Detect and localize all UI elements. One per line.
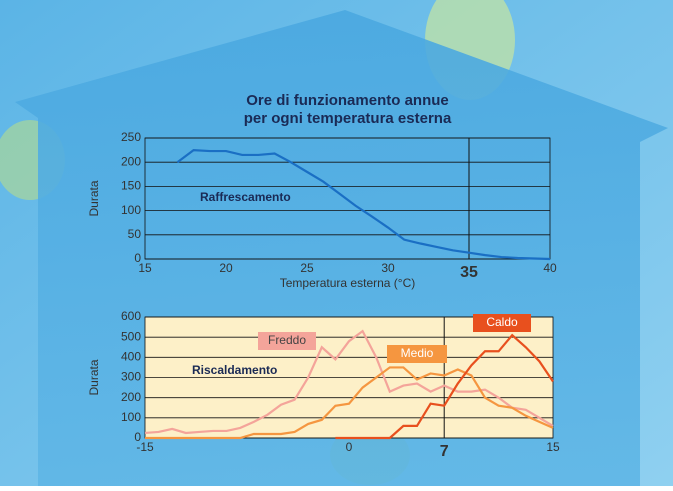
x-tick-label: 25 [300,261,314,275]
y-tick-label: 100 [121,410,141,424]
data-line [176,148,551,261]
x-tick-label: 30 [381,261,395,275]
legend-box [387,345,447,363]
annotation: Raffrescamento [200,190,291,204]
legend-label: Medio [401,346,434,360]
data-line [145,366,554,440]
chart-title: per ogni temperatura esterna [244,110,452,127]
y-tick-label: 600 [121,309,141,323]
y-tick-label: 200 [121,390,141,404]
x-tick-label: -15 [136,440,154,454]
y-tick-label: 500 [121,329,141,343]
y-axis-label: Durata [87,359,101,395]
legend-label: Caldo [486,315,518,329]
data-line [144,329,554,435]
x-tick-label: 7 [440,443,449,460]
legend-label: Freddo [268,333,306,347]
y-axis-label: Durata [87,180,101,216]
x-tick-label: 35 [460,264,478,281]
y-tick-label: 400 [121,350,141,364]
y-tick-label: 0 [134,430,141,444]
y-tick-label: 250 [121,130,141,144]
x-tick-label: 20 [219,261,233,275]
y-tick-label: 0 [134,251,141,265]
x-tick-label: 15 [138,261,152,275]
x-axis-label: Temperatura esterna (°C) [280,276,416,290]
y-tick-label: 100 [121,203,141,217]
x-tick-label: 0 [346,440,353,454]
x-tick-label: 40 [543,261,557,275]
y-tick-label: 200 [121,154,141,168]
chart-title: Ore di funzionamento annue [246,92,449,109]
x-tick-label: 15 [546,440,560,454]
legend-box [473,314,531,332]
data-line [335,333,554,440]
y-tick-label: 50 [128,227,142,241]
legend-box [258,332,316,350]
y-tick-label: 300 [121,370,141,384]
annotation: Riscaldamento [192,363,277,377]
plot-frame [144,137,551,260]
y-tick-label: 150 [121,179,141,193]
